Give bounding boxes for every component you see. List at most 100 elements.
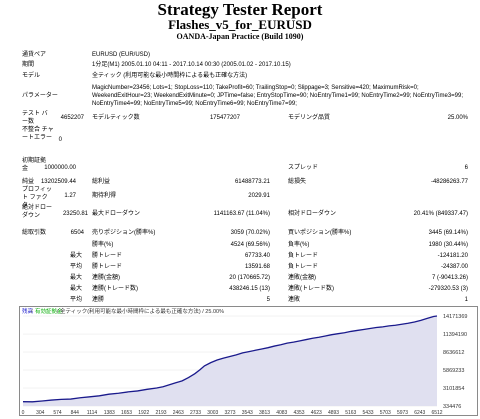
period-label: 期間 xyxy=(22,62,35,68)
acw-label: 連勝 xyxy=(92,297,105,303)
mcp-label: 連勝(トレード数) xyxy=(92,286,138,292)
payoff-label: 期待利得 xyxy=(92,193,117,199)
x-tick-label: 5973 xyxy=(397,410,408,416)
spread-value: 6 xyxy=(464,165,468,171)
x-tick-label: 5163 xyxy=(345,410,356,416)
acw-value: 5 xyxy=(266,297,270,303)
maxloss-value: -124181.20 xyxy=(437,253,468,259)
maxwin-value: 67733.40 xyxy=(244,253,270,259)
x-tick-label: 304 xyxy=(36,410,45,416)
maxloss-label: 負トレード xyxy=(288,253,319,259)
long-value: 3445 (69.14%) xyxy=(428,230,468,236)
long-label: 買いポジション(勝率%) xyxy=(288,230,352,236)
chart-description: / 全ティック(利用可能な最小時間枠による最も正確な方法) / 25.00% xyxy=(57,307,224,315)
model-value: 全ティック (利用可能な最小時間枠による最も正確な方法) xyxy=(92,73,248,79)
x-tick-label: 2733 xyxy=(190,410,201,416)
max-label-2: 最大 xyxy=(70,275,83,281)
deposit-label: 初期証拠金 xyxy=(22,158,47,172)
x-tick-label: 844 xyxy=(71,410,80,416)
win-value: 4524 (69.56%) xyxy=(230,242,270,248)
avg-label-2: 平均 xyxy=(70,297,83,303)
x-tick-label: 4083 xyxy=(276,410,287,416)
quality-label: モデリング品質 xyxy=(288,115,331,121)
balance-line xyxy=(22,315,438,403)
netprofit-value: 13202509.44 xyxy=(40,179,76,185)
maxdd-label: 最大ドローダウン xyxy=(92,211,141,217)
model-label: モデル xyxy=(22,73,41,79)
acl-label: 連敗 xyxy=(288,297,301,303)
ticks-value: 175477207 xyxy=(209,115,240,121)
params-label: パラメーター xyxy=(22,93,58,99)
legend-balance: 残高 xyxy=(22,307,34,315)
y-tick-label: 14171369 xyxy=(443,314,467,320)
symbol-value: EURUSD (EUR/USD) xyxy=(92,52,151,58)
balance-chart: 残高 / 有効証拠金 / 全ティック(利用可能な最小時間枠による最も正確な方法)… xyxy=(19,306,478,416)
params-line-2: WeekendExitHour=23; WeekendExitMinute=0;… xyxy=(92,93,464,99)
ea-name: Flashes_v5_for_EURUSD xyxy=(168,17,312,32)
x-tick-label: 6512 xyxy=(431,410,442,416)
quality-value: 25.00% xyxy=(447,115,468,121)
y-axis: 14171369 11394190 8636612 5869233 3101854 334… xyxy=(443,314,467,410)
max-label-3: 最大 xyxy=(70,286,83,292)
pf-label: プロフィット ファクタ xyxy=(22,187,52,209)
mcp-value: 438246.15 (13) xyxy=(229,286,270,292)
mcl-value: 7 (-90413.26) xyxy=(431,275,468,281)
loss-value: 1980 (30.44%) xyxy=(428,242,468,248)
avgwin-value: 13591.68 xyxy=(244,264,270,270)
reldd-label: 相対ドローダウン xyxy=(288,211,337,217)
absdd-label: 絶対ドローダウン xyxy=(22,205,53,219)
payoff-value: 2029.91 xyxy=(248,193,270,199)
grossloss-label: 総損失 xyxy=(288,179,307,185)
plot-area xyxy=(22,315,438,407)
x-tick-label: 4353 xyxy=(293,410,304,416)
y-tick-label: 5869233 xyxy=(443,368,464,374)
x-tick-label: 0 xyxy=(22,410,25,416)
reldd-value: 20.41% (849337.47) xyxy=(413,211,468,217)
x-tick-label: 6243 xyxy=(414,410,425,416)
grossloss-value: -48286263.77 xyxy=(430,179,468,185)
x-tick-label: 2463 xyxy=(173,410,184,416)
x-tick-label: 4893 xyxy=(328,410,339,416)
symbol-label: 通貨ペア xyxy=(22,52,47,58)
x-tick-label: 1114 xyxy=(87,410,98,416)
grossprofit-label: 総利益 xyxy=(92,179,111,185)
x-axis: 0 304 574 844 1114 1383 1653 1922 2193 2463 2733 30… xyxy=(22,410,443,416)
mismatch-value: 0 xyxy=(58,137,62,143)
mcl-label: 連敗(金額) xyxy=(288,275,316,281)
x-tick-label: 1383 xyxy=(104,410,115,416)
mcloss-value: -279320.53 (3) xyxy=(428,286,468,292)
x-tick-label: 1653 xyxy=(121,410,132,416)
x-tick-label: 3543 xyxy=(242,410,253,416)
short-value: 3059 (70.02%) xyxy=(230,230,270,236)
pf-value: 1.27 xyxy=(64,193,76,199)
acl-value: 1 xyxy=(464,297,468,303)
ticks-label: モデルティック数 xyxy=(92,115,140,121)
netprofit-label: 純益 xyxy=(22,179,35,185)
mcw-value: 20 (170665.72) xyxy=(229,275,270,281)
x-tick-label: 3273 xyxy=(224,410,235,416)
absdd-value: 23250.81 xyxy=(62,211,88,217)
x-tick-label: 4623 xyxy=(311,410,322,416)
short-label: 売りポジション(勝率%) xyxy=(92,230,156,236)
spread-label: スプレッド xyxy=(288,165,319,171)
balance-area xyxy=(23,316,437,406)
x-tick-label: 3813 xyxy=(259,410,270,416)
x-tick-label: 574 xyxy=(53,410,62,416)
params-line-1: MagicNumber=23456; Lots=1; StopLoss=110;… xyxy=(92,85,419,91)
x-tick-label: 5433 xyxy=(362,410,373,416)
bars-label: テスト バー数 xyxy=(22,111,48,125)
mcloss-label: 連敗(トレード数) xyxy=(288,286,334,292)
x-tick-label: 1922 xyxy=(138,410,149,416)
avgloss-label: 負トレード xyxy=(288,264,319,270)
avg-label: 平均 xyxy=(70,264,83,270)
avgwin-label: 勝トレード xyxy=(92,264,123,270)
x-tick-label: 2193 xyxy=(155,410,166,416)
server-name: OANDA-Japan Practice (Build 1090) xyxy=(176,32,304,41)
avgloss-value: -24387.00 xyxy=(440,264,468,270)
trades-value: 6504 xyxy=(70,230,84,236)
chart-header: 残高 / 有効証拠金 / 全ティック(利用可能な最小時間枠による最も正確な方法)… xyxy=(22,307,224,315)
legend-equity: 有効証拠金 xyxy=(35,307,63,315)
params-line-3: NoEntryTime4=99; NoEntryTime5=99; NoEntr… xyxy=(92,101,297,107)
max-label: 最大 xyxy=(70,253,83,259)
trades-label: 総取引数 xyxy=(22,230,47,236)
